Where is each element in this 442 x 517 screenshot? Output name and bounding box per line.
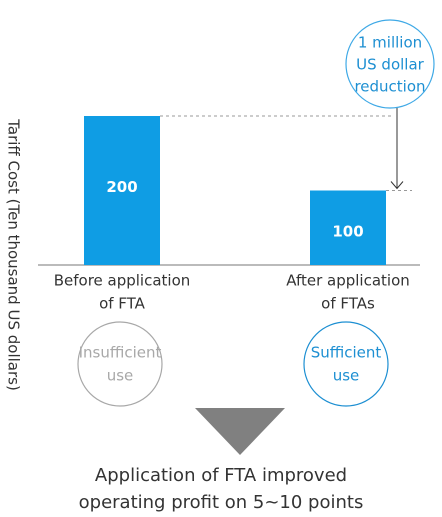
usage-label: use: [107, 367, 134, 385]
usage-label: Sufficient: [311, 344, 382, 362]
bar: [84, 116, 160, 265]
annotation-circle: [345, 19, 435, 109]
usage-label: use: [333, 367, 360, 385]
value-label: 200: [106, 178, 137, 196]
annotation: 1 million: [358, 34, 422, 52]
y-axis-label: Tariff Cost (Ten thousand US dollars): [5, 118, 23, 391]
conclusion: operating profit on 5~10 points: [79, 492, 364, 513]
usage-label: Insufficient: [79, 344, 162, 362]
usage-circle: [303, 321, 389, 407]
usage-circle: [77, 321, 163, 407]
conclusion: Application of FTA improved: [95, 465, 347, 486]
x-tick-label: Before application: [54, 272, 191, 290]
x-tick-label: of FTA: [99, 295, 146, 313]
annotation: reduction: [354, 78, 425, 96]
bar: [310, 190, 386, 265]
x-tick-label: of FTAs: [321, 295, 375, 313]
annotation: US dollar: [356, 56, 424, 74]
value-label: 100: [332, 222, 363, 240]
down-arrow: [195, 408, 285, 455]
x-tick-label: After application: [286, 272, 410, 290]
reduction-arrowhead: [390, 181, 404, 190]
